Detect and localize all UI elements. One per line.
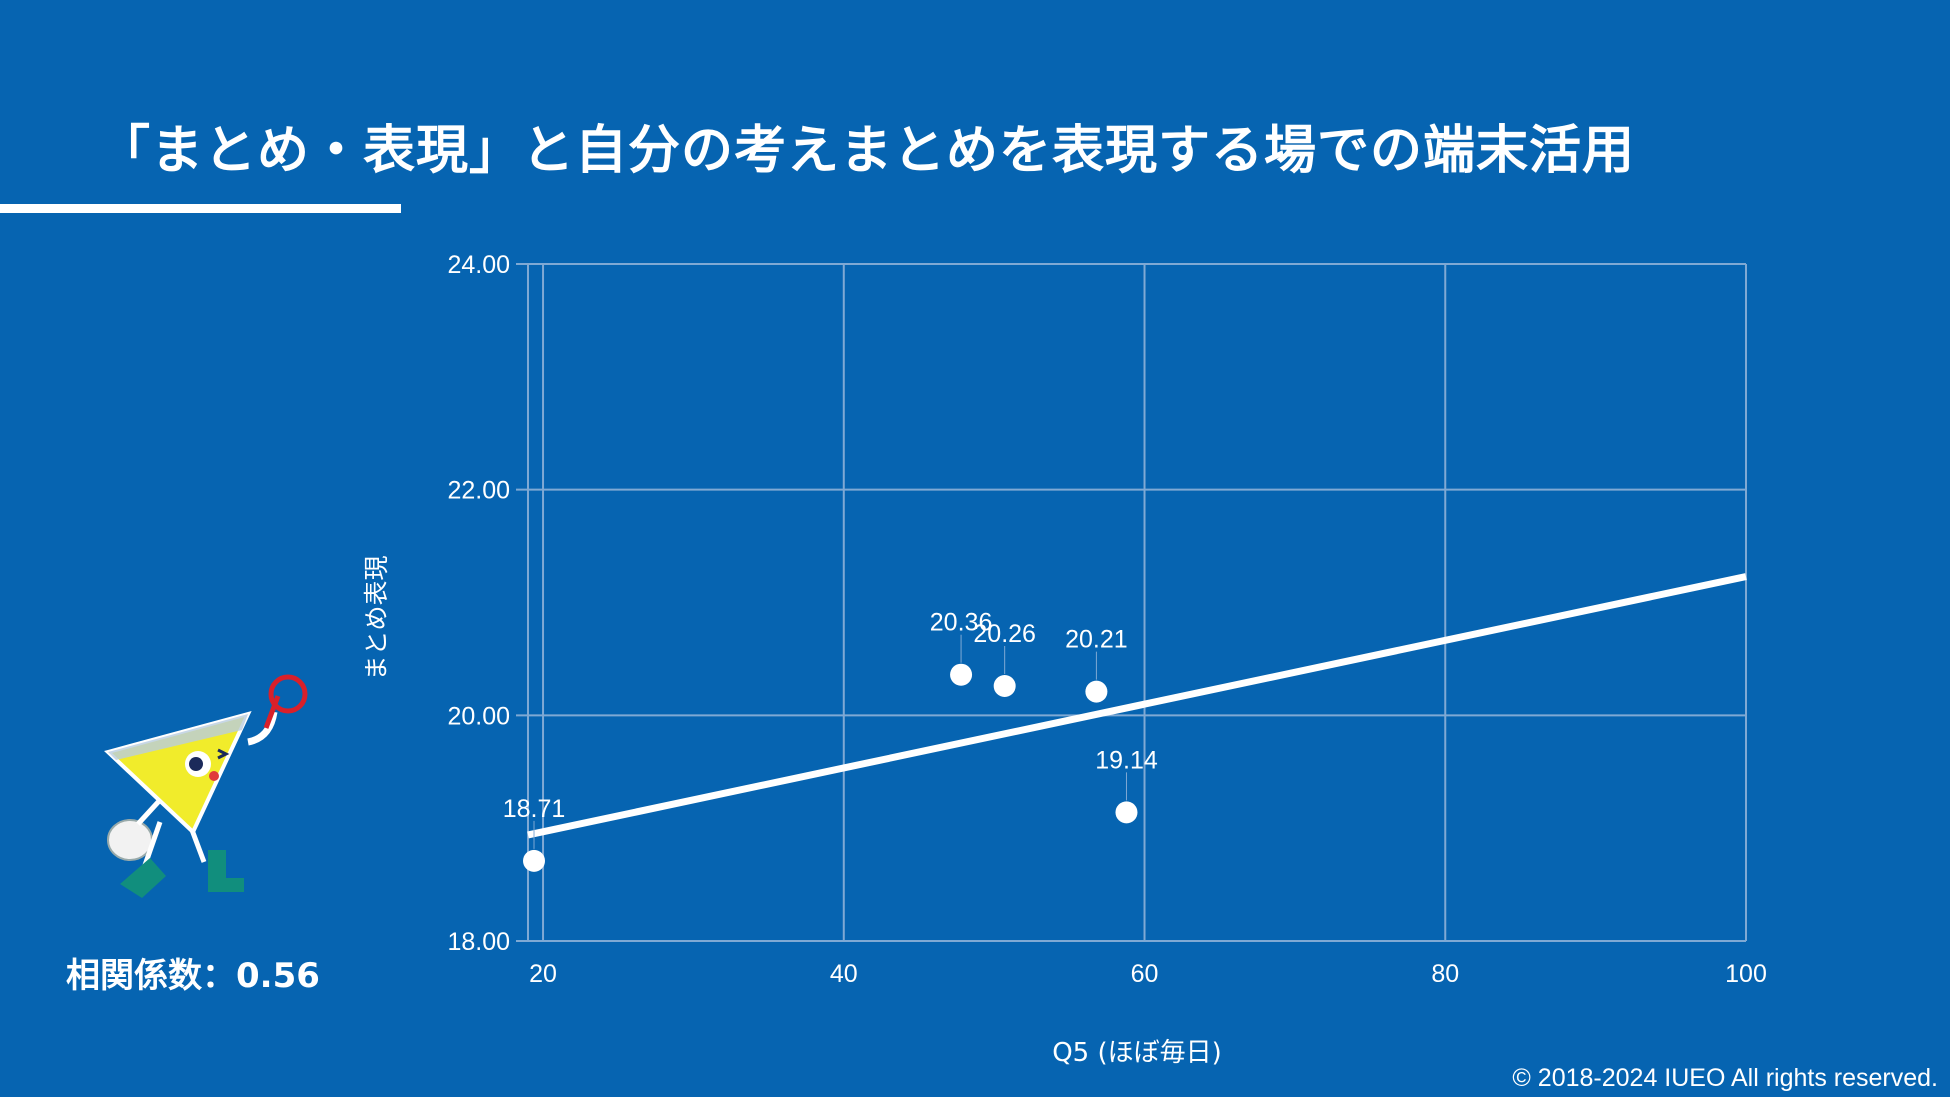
correlation-coefficient: 相関係数：0.56 — [66, 956, 320, 996]
x-tick-labels: 20 40 60 80 100 — [529, 960, 1767, 988]
x-tick-label: 60 — [1131, 960, 1159, 988]
y-tick-label: 22.00 — [447, 477, 510, 505]
y-tick-label: 24.00 — [447, 251, 510, 279]
trendline — [527, 573, 1747, 839]
y-tick-labels: 18.00 20.00 22.00 24.00 — [447, 251, 510, 956]
data-label: 20.21 — [1065, 626, 1128, 654]
copyright-text: © 2018-2024 IUEO All rights reserved. — [1512, 1064, 1938, 1092]
data-label: 18.71 — [503, 795, 566, 823]
data-label: 19.14 — [1095, 746, 1158, 774]
x-tick-label: 80 — [1431, 960, 1459, 988]
data-point — [950, 663, 973, 686]
data-point — [1115, 801, 1138, 824]
trendline-group — [527, 573, 1747, 839]
page-title: 「まとめ・表現」と自分の考えまとめを表現する場での端末活用 — [98, 121, 1636, 181]
mascot-illustration — [104, 674, 308, 898]
grid-lines — [516, 263, 1747, 942]
data-point — [1085, 680, 1108, 703]
x-tick-label: 40 — [830, 960, 858, 988]
data-point — [523, 849, 546, 872]
data-label: 20.36 — [930, 609, 993, 637]
data-label: 20.26 — [973, 620, 1036, 648]
y-tick-label: 20.00 — [447, 702, 510, 730]
x-tick-label: 20 — [529, 960, 557, 988]
x-axis-label: Q5 (ほぼ毎日) — [1052, 1038, 1222, 1068]
data-point — [993, 674, 1016, 697]
y-tick-label: 18.00 — [447, 928, 510, 956]
title-underline — [0, 204, 401, 213]
x-tick-label: 100 — [1725, 960, 1767, 988]
data-points — [523, 663, 1138, 872]
y-axis-label: まとめ表現 — [362, 555, 391, 680]
